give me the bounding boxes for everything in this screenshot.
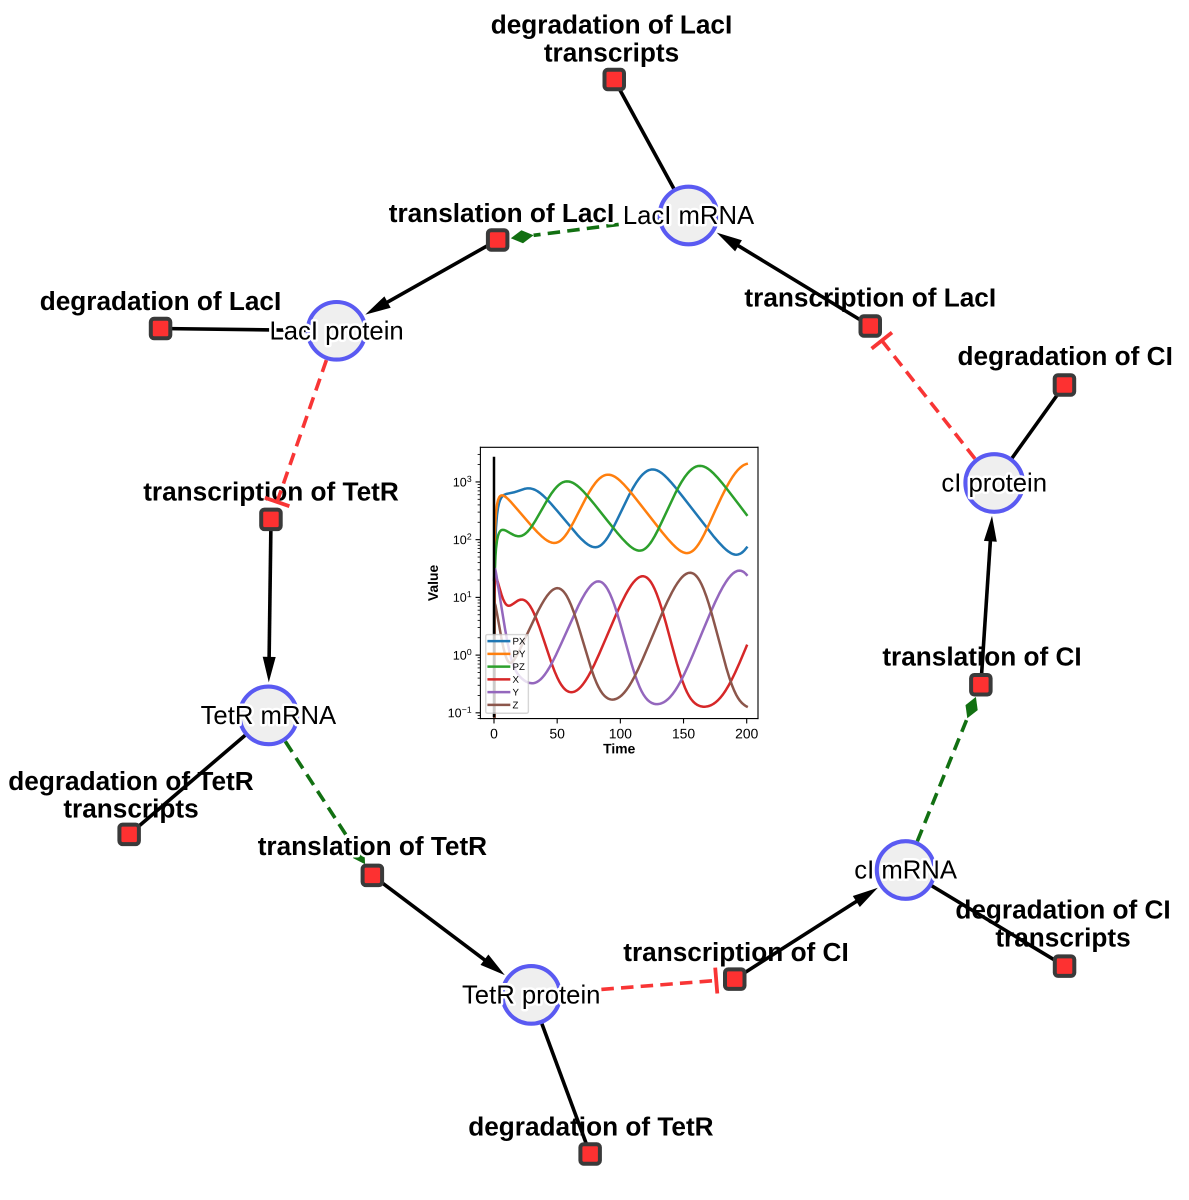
svg-text:TetR mRNA: TetR mRNA — [201, 702, 337, 730]
svg-text:TetR protein: TetR protein — [462, 982, 601, 1010]
svg-text:cI mRNA: cI mRNA — [854, 857, 958, 885]
svg-text:transcription of TetR: transcription of TetR — [143, 477, 399, 507]
svg-text:cI protein: cI protein — [941, 470, 1047, 498]
svg-text:transcripts: transcripts — [544, 38, 679, 68]
svg-text:degradation of CI: degradation of CI — [958, 341, 1173, 371]
svg-text:transcription of CI: transcription of CI — [623, 937, 849, 967]
svg-text:translation of TetR: translation of TetR — [258, 831, 487, 861]
svg-text:degradation of LacI: degradation of LacI — [491, 10, 733, 40]
svg-text:transcription of LacI: transcription of LacI — [744, 283, 996, 313]
svg-text:LacI protein: LacI protein — [269, 317, 403, 345]
svg-text:translation of LacI: translation of LacI — [389, 198, 615, 228]
svg-text:LacI mRNA: LacI mRNA — [623, 202, 755, 230]
svg-text:transcripts: transcripts — [63, 793, 198, 823]
svg-text:degradation of CI: degradation of CI — [955, 895, 1170, 925]
svg-text:degradation of TetR: degradation of TetR — [468, 1112, 713, 1142]
svg-text:degradation of TetR: degradation of TetR — [8, 766, 253, 796]
svg-text:degradation of LacI: degradation of LacI — [40, 286, 282, 316]
